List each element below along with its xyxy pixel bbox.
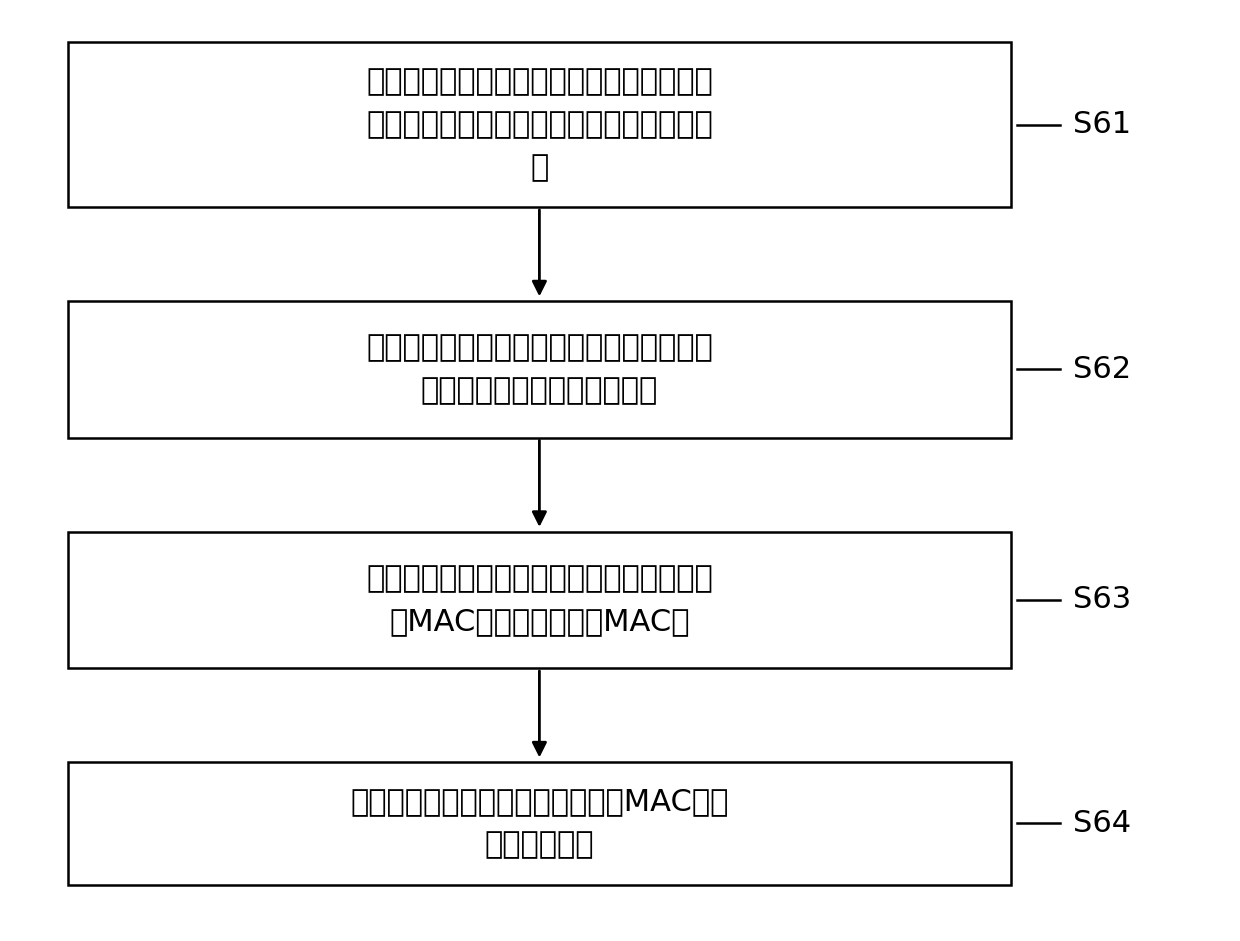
- Text: 使用传输加密密钥对所述终端主密钥进行加
密，得到第二终端主密钥密文: 使用传输加密密钥对所述终端主密钥进行加 密，得到第二终端主密钥密文: [366, 333, 713, 406]
- Text: S64: S64: [1073, 809, 1131, 837]
- Text: S61: S61: [1073, 110, 1131, 139]
- FancyBboxPatch shape: [68, 762, 1011, 885]
- Text: S63: S63: [1073, 585, 1131, 614]
- Text: 使用硬件加密机中的客户保护密钥对所述第
一终端主密钥密文进行解密，得到终端主密
钥: 使用硬件加密机中的客户保护密钥对所述第 一终端主密钥密文进行解密，得到终端主密 …: [366, 68, 713, 182]
- FancyBboxPatch shape: [68, 301, 1011, 438]
- FancyBboxPatch shape: [68, 42, 1011, 207]
- Text: S62: S62: [1073, 355, 1131, 384]
- Text: 使用认证密钥对所述第二终端主密钥密文进
行MAC运算，得到第一MAC值: 使用认证密钥对所述第二终端主密钥密文进 行MAC运算，得到第一MAC值: [366, 564, 713, 636]
- Text: 将所述第二终端主密钥密文和第一MAC值发
送至支付终端: 将所述第二终端主密钥密文和第一MAC值发 送至支付终端: [350, 788, 729, 859]
- FancyBboxPatch shape: [68, 532, 1011, 668]
